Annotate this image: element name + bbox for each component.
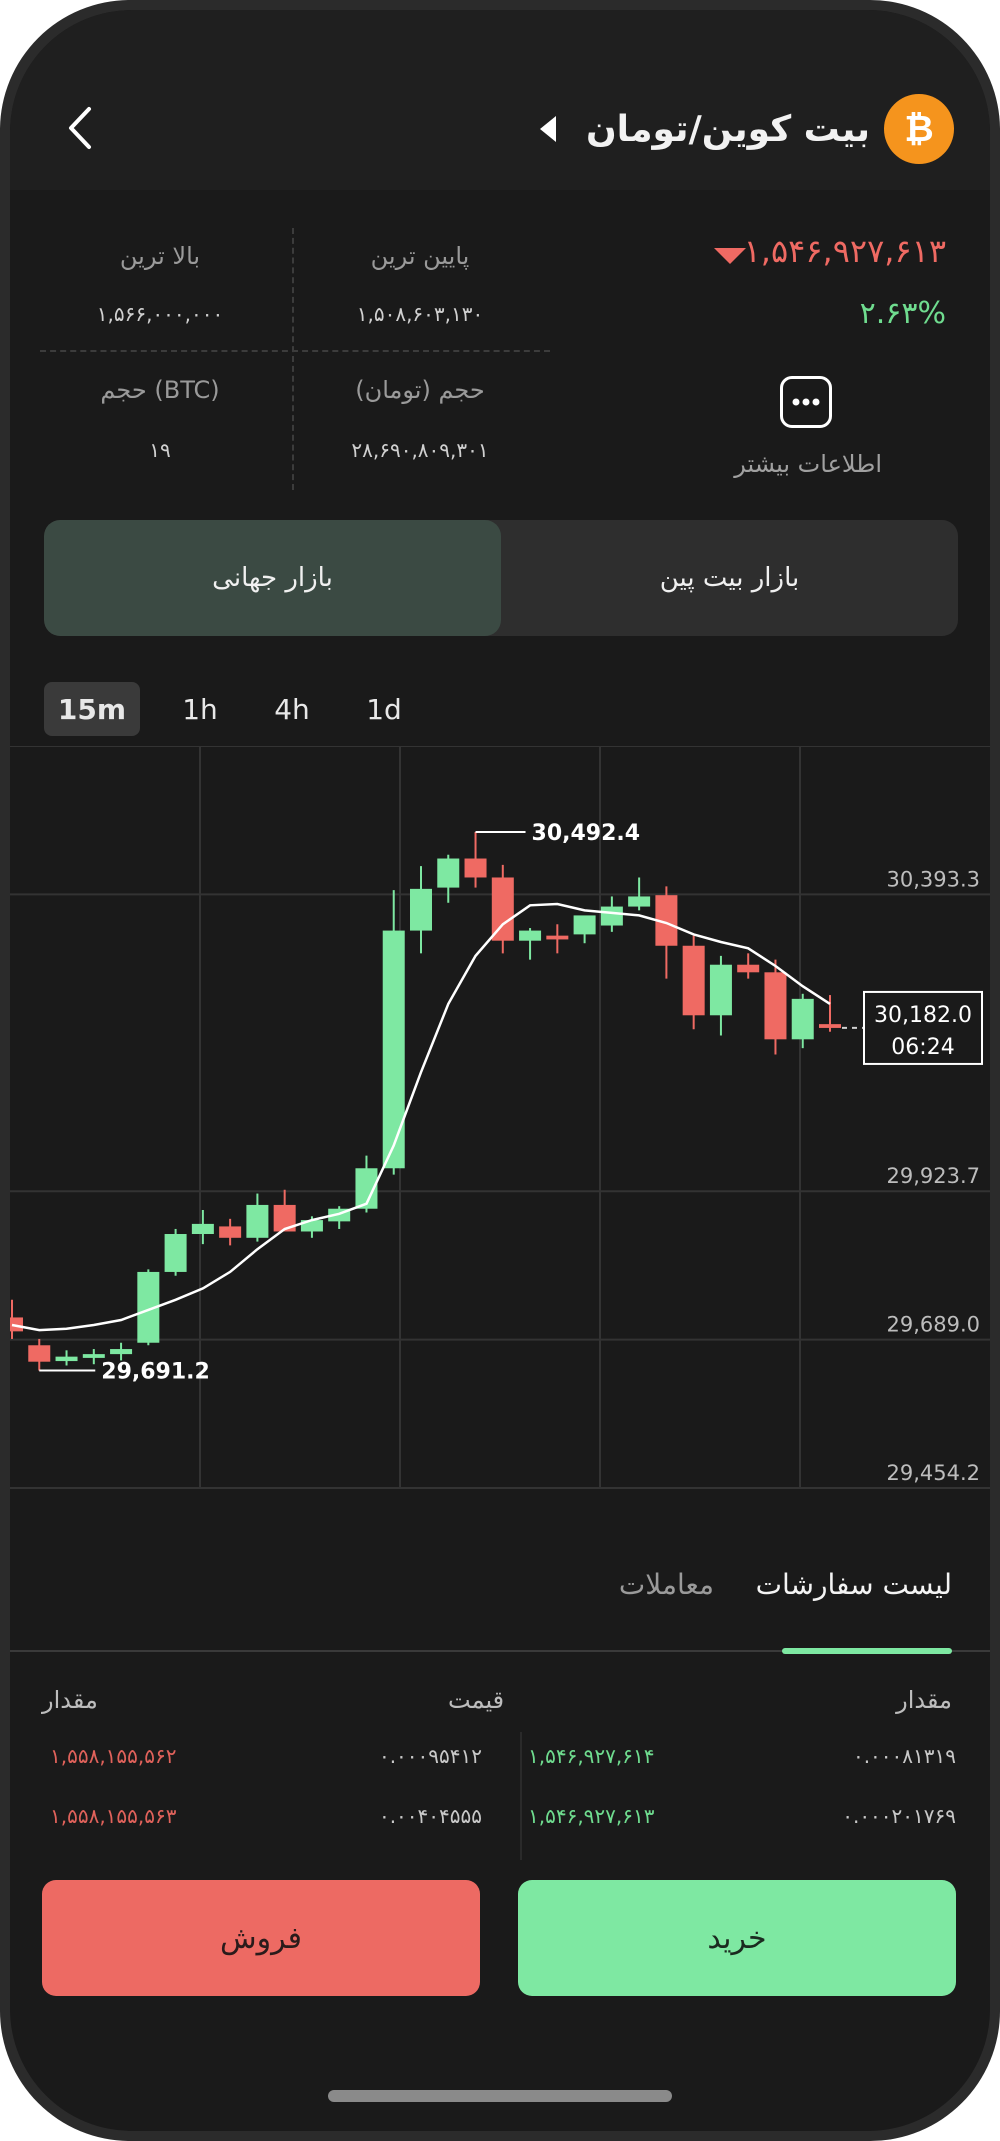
candle-body — [628, 896, 651, 907]
pair-selector[interactable]: ₿ بیت کوین/تومان — [536, 92, 954, 166]
candlestick-chart[interactable]: 30,393.3 29,923.7 29,689.0 29,454.2 30,492.4… — [10, 745, 990, 1522]
buy-price-1[interactable]: ۱,۵۴۶,۹۲۷,۶۱۴ — [528, 1744, 655, 1768]
candle-body — [137, 1271, 160, 1343]
global-market-tab[interactable]: بازار جهانی — [44, 520, 501, 636]
bitpin-market-tab[interactable]: بازار بیت پین — [659, 563, 800, 593]
timeframe-15m[interactable]: 15m — [44, 682, 140, 736]
candle-body — [355, 1168, 378, 1209]
top-bar: ₿ بیت کوین/تومان — [10, 10, 990, 190]
orderbook-header-price: قیمت — [448, 1686, 505, 1714]
candle-body — [273, 1204, 296, 1232]
sell-price-2[interactable]: ۱,۵۵۸,۱۵۵,۵۶۳ — [50, 1804, 177, 1828]
high-price-label: 30,492.4 — [532, 821, 641, 846]
candle-body — [410, 888, 432, 931]
price-chart[interactable]: 30,393.3 29,923.7 29,689.0 29,454.2 30,492.4… — [10, 745, 990, 1522]
candle-body — [682, 945, 705, 1016]
candle-body — [737, 964, 760, 973]
candle-body — [191, 1223, 214, 1235]
candle-body — [791, 998, 814, 1040]
candle-body — [546, 935, 569, 940]
volume-btc-value: ۱۹ — [149, 438, 171, 462]
high-value: ۱,۵۶۶,۰۰۰,۰۰۰ — [96, 302, 224, 326]
candle-body — [491, 877, 514, 941]
candle-body — [709, 964, 732, 1016]
buy-price-2[interactable]: ۱,۵۴۶,۹۲۷,۶۱۳ — [528, 1804, 655, 1828]
stats-divider-vertical — [292, 228, 294, 490]
candle-body — [464, 858, 487, 878]
current-time-label: 06:24 — [891, 1035, 954, 1060]
current-price-box — [863, 990, 983, 1065]
low-price-label: 29,691.2 — [101, 1360, 210, 1385]
candle-body — [10, 1317, 23, 1332]
volume-toman-value: ۲۸,۶۹۰,۸۰۹,۳۰۱ — [351, 438, 489, 462]
current-price-label: 30,182.0 — [874, 1003, 972, 1028]
candle-body — [519, 930, 542, 941]
low-value: ۱,۵۰۸,۶۰۳,۱۳۰ — [356, 302, 484, 326]
candle-body — [110, 1349, 133, 1355]
page-title: بیت کوین/تومان — [585, 108, 870, 150]
market-toggle: بازار جهانی بازار بیت پین — [44, 520, 958, 636]
active-tab-indicator — [782, 1648, 952, 1654]
buy-amount-2[interactable]: ۰.۰۰۰۲۰۱۷۶۹ — [842, 1804, 956, 1828]
order-tabs: لیست سفارشات معاملات — [10, 1540, 990, 1654]
candle-body — [82, 1354, 105, 1358]
candle-body — [382, 930, 405, 1169]
caret-left-icon — [539, 116, 556, 142]
buy-button[interactable]: خرید — [518, 1880, 956, 1996]
timeframe-1d[interactable]: 1d — [366, 692, 402, 726]
volume-toman-label: حجم (تومان) — [355, 376, 485, 404]
last-price: ۱,۵۴۶,۹۲۷,۶۱۳ — [743, 232, 946, 270]
app-screen: ₿ بیت کوین/تومان ۱,۵۴۶,۹۲۷,۶۱۳ ۲.۶۳% اطل… — [10, 10, 990, 2131]
tab-order-list[interactable]: لیست سفارشات — [755, 1568, 952, 1601]
sell-amount-2[interactable]: ۰.۰۰۴۰۴۵۵۵ — [378, 1804, 482, 1828]
y-tick-label: 29,923.7 — [886, 1164, 980, 1188]
candle-body — [819, 1024, 841, 1028]
chevron-left-icon — [69, 107, 91, 149]
orderbook-header-sell-amount: مقدار — [42, 1686, 98, 1714]
sell-amount-1[interactable]: ۰.۰۰۰۹۵۴۱۲ — [378, 1744, 482, 1768]
candle-body — [300, 1220, 323, 1232]
candle-body — [28, 1345, 51, 1362]
candle-body — [655, 895, 678, 946]
candle-body — [219, 1226, 242, 1238]
candle-body — [600, 906, 623, 926]
volume-btc-label: حجم (BTC) — [100, 376, 220, 404]
high-label: بالا ترین — [119, 242, 201, 270]
sell-price-1[interactable]: ۱,۵۵۸,۱۵۵,۵۶۲ — [50, 1744, 177, 1768]
back-button[interactable] — [50, 98, 110, 158]
candle-body — [437, 858, 460, 888]
timeframe-1h[interactable]: 1h — [182, 692, 218, 726]
candle-body — [164, 1234, 187, 1272]
more-info-label: اطلاعات بیشتر — [734, 450, 882, 478]
candle-body — [764, 972, 787, 1040]
buy-amount-1[interactable]: ۰.۰۰۰۸۱۳۱۹ — [852, 1744, 956, 1768]
tab-trades[interactable]: معاملات — [618, 1568, 714, 1601]
more-info-button[interactable] — [780, 376, 832, 428]
y-tick-label: 29,689.0 — [886, 1313, 980, 1337]
y-tick-label: 29,454.2 — [886, 1461, 980, 1485]
sell-button[interactable]: فروش — [42, 1880, 480, 1996]
orderbook-header-buy-amount: مقدار — [896, 1686, 952, 1714]
timeframe-4h[interactable]: 4h — [274, 692, 310, 726]
orderbook-divider — [520, 1732, 522, 1860]
price-change: ۲.۶۳% — [859, 296, 946, 331]
bitcoin-icon: ₿ — [884, 94, 954, 164]
more-dots-icon — [792, 398, 820, 406]
candle-body — [573, 915, 596, 935]
stats-divider-horizontal — [40, 350, 550, 352]
svg-text:₿: ₿ — [904, 109, 933, 150]
price-down-icon — [714, 248, 746, 264]
candle-body — [246, 1204, 269, 1238]
moving-average-line — [11, 902, 831, 1332]
y-tick-label: 30,393.3 — [886, 867, 980, 891]
home-indicator — [328, 2090, 672, 2102]
low-label: پایین ترین — [370, 242, 470, 270]
candle-body — [55, 1356, 78, 1362]
